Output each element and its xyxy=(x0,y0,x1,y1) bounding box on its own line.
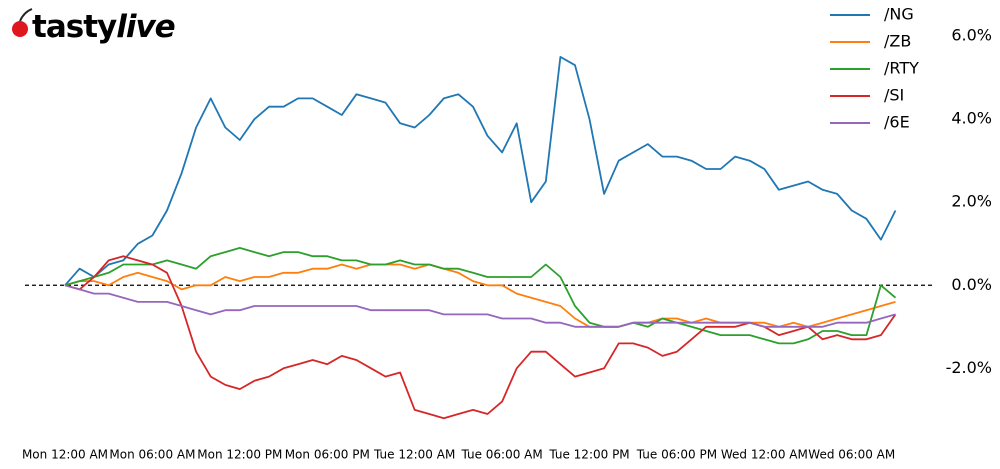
x-tick-label: Mon 12:00 AM xyxy=(22,448,108,462)
x-tick-label: Wed 12:00 AM xyxy=(721,448,808,462)
logo-icon xyxy=(12,21,28,37)
logo-stem xyxy=(19,8,33,22)
x-tick-label: Mon 12:00 PM xyxy=(197,448,282,462)
x-tick-label: Wed 06:00 AM xyxy=(808,448,895,462)
x-tick-label: Mon 06:00 PM xyxy=(285,448,370,462)
logo: tastylive xyxy=(12,8,176,45)
series-line xyxy=(64,284,896,328)
y-tick-label: 2.0% xyxy=(951,192,992,211)
legend-label: /ZB xyxy=(884,32,911,51)
legend-label: /NG xyxy=(884,5,914,24)
series-line xyxy=(64,255,897,420)
logo-brand: tasty xyxy=(32,9,117,45)
series-line xyxy=(64,246,897,345)
logo-suffix: live xyxy=(116,9,174,45)
legend: /NG/ZB/RTY/SI/6E xyxy=(830,5,919,132)
y-tick-label: 6.0% xyxy=(951,26,992,45)
logo-text: tastylive xyxy=(32,9,175,45)
legend-label: /RTY xyxy=(884,59,919,78)
legend-label: /SI xyxy=(884,86,904,105)
y-tick-label: 4.0% xyxy=(951,109,992,128)
y-tick-label: -2.0% xyxy=(946,358,992,377)
x-tick-label: Tue 06:00 AM xyxy=(460,448,542,462)
x-tick-label: Tue 06:00 PM xyxy=(636,448,717,462)
y-tick-label: 0.0% xyxy=(951,275,992,294)
x-tick-label: Mon 06:00 AM xyxy=(109,448,195,462)
legend-label: /6E xyxy=(884,113,910,132)
x-tick-label: Tue 12:00 PM xyxy=(548,448,629,462)
series-line xyxy=(64,263,896,328)
x-tick-label: Tue 12:00 AM xyxy=(373,448,455,462)
series-line xyxy=(64,56,897,286)
